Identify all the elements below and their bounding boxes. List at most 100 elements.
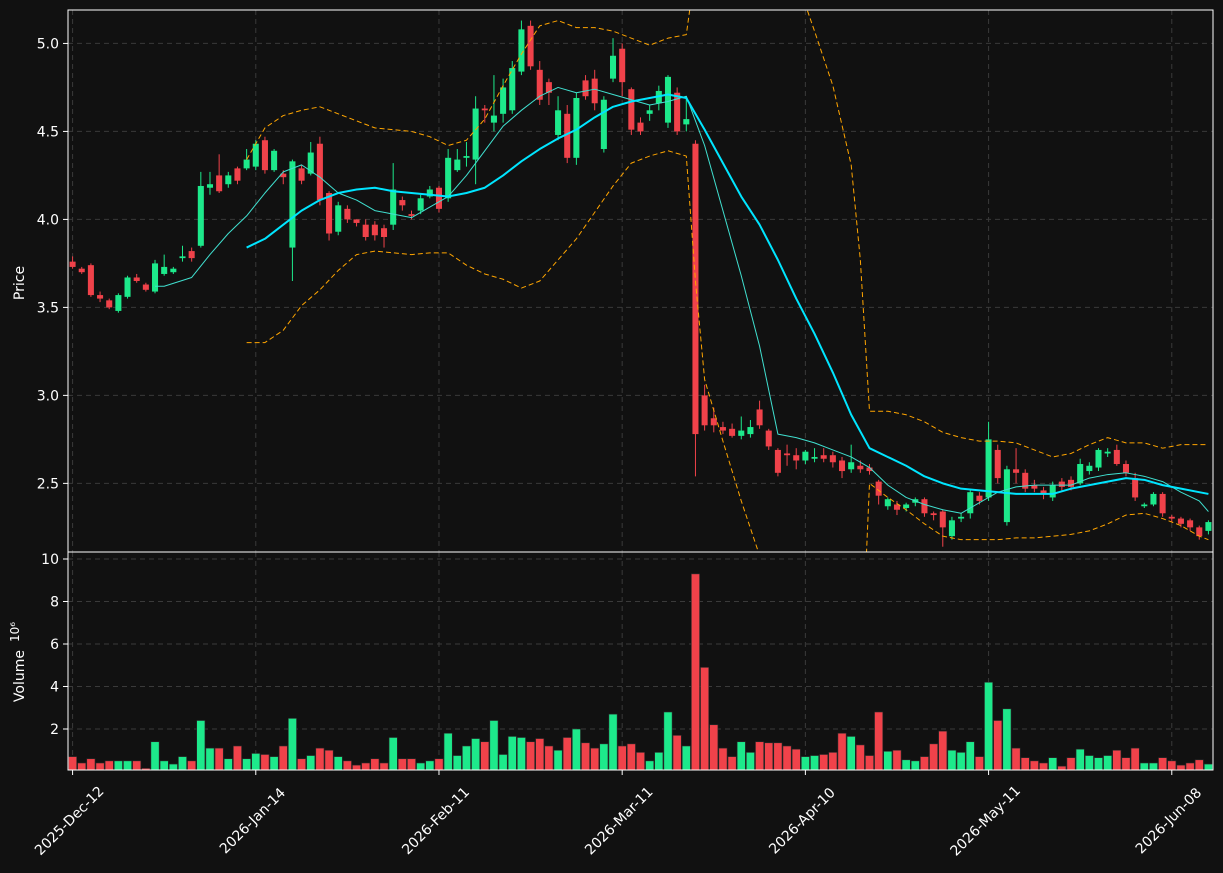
volume-bar [168,763,178,771]
volume-bar [901,759,911,771]
candle-body [564,113,571,158]
candle-body [380,228,388,238]
candle-body [353,219,360,223]
candle-body [609,55,617,79]
candle-body [811,456,818,459]
candle-body [326,193,333,234]
volume-bar [663,711,673,771]
candle-body [545,82,552,93]
volume-bar [718,747,728,771]
volume-bar [892,749,902,771]
volume-bar [837,732,847,771]
overlay-line [246,93,1209,495]
volume-bar [745,752,755,771]
volume-bar [709,724,719,771]
volume-bar [910,760,920,771]
candle-body [197,185,204,246]
volume-bar [654,752,664,771]
candle-body [481,108,488,111]
candle-body [1104,451,1111,454]
candle-body [555,110,562,135]
volume-bar [1066,757,1076,771]
candle-body [884,499,891,507]
candle-body [1058,481,1065,487]
volume-bar [315,747,325,771]
volume-tick-label: 8 [50,595,59,611]
candle-body [87,265,94,296]
candle-body [69,261,76,267]
volume-bar [462,745,471,771]
volume-bar [581,742,590,771]
volume-bar [361,762,371,771]
candle-body [930,513,937,516]
volume-bar [95,762,105,771]
volume-bar [791,748,801,771]
candle-body [435,187,443,209]
candle-body [161,266,168,274]
candle-body [838,460,846,472]
volume-bar [526,741,536,771]
volume-bar [1194,759,1204,771]
overlay-line [246,150,1209,552]
volume-bar [984,681,994,771]
volume-bar [773,742,783,771]
volume-bar [590,747,600,771]
candle-body [1159,493,1166,514]
volume-bar [947,749,957,771]
candle-body [170,268,177,273]
candle-body [683,119,690,125]
volume-bar [828,752,838,771]
volume-axis-title: Volume [12,650,28,702]
candle-body [664,76,672,123]
candle-body [1077,464,1084,484]
volume-bar [764,742,774,771]
volume-bar [352,764,361,771]
volume-bar [278,745,288,771]
candle-body [97,295,104,299]
volume-bar [1057,765,1067,771]
volume-layer [68,573,1213,771]
volume-bar [242,758,252,771]
candle-layer [69,20,1212,547]
candle-body [426,189,433,197]
volume-bar [68,756,78,771]
candle-body [1086,465,1093,472]
candle-body [829,455,836,463]
volume-bar [260,754,270,771]
candle-body [619,48,626,83]
volume-bar [342,760,352,771]
candle-body [536,69,543,100]
volume-bar [993,720,1003,771]
volume-tick-label: 2 [50,722,59,738]
candle-body [784,453,791,456]
candle-body [1132,478,1139,498]
candle-body [179,256,186,259]
candle-body [976,495,983,501]
candle-body [710,418,717,426]
candle-body [573,97,580,158]
volume-bar [1176,764,1186,771]
candle-body [582,80,589,97]
volume-bar [929,743,939,771]
volume-bar [617,745,627,771]
candle-body [1150,493,1157,505]
volume-bar [379,762,389,771]
candle-body [875,481,882,496]
candle-body [738,430,745,436]
candle-body [1122,464,1130,473]
candle-body [1187,520,1194,528]
candle-body [893,504,901,510]
volume-bar [113,760,123,771]
volume-bar [956,752,966,771]
volume-scale-label: 10⁶ [8,622,22,642]
grid-layer [68,10,1213,770]
volume-bar [516,737,526,771]
volume-bar [1139,762,1149,771]
candle-body [719,427,726,431]
volume-tick-label: 10 [41,552,59,568]
volume-bar [104,760,114,771]
candle-body [820,455,827,459]
price-axis-label: Price [12,266,28,300]
volume-bar [700,667,710,771]
